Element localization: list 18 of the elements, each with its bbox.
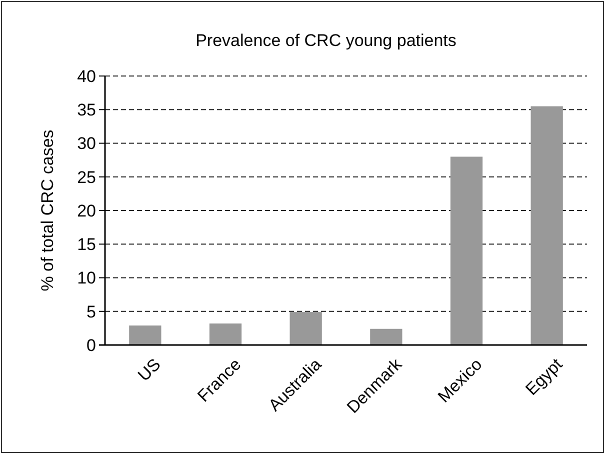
y-tick-label: 0 (86, 336, 96, 355)
y-tick-label: 35 (77, 100, 96, 120)
bar (530, 106, 563, 345)
x-tick-label: US (134, 354, 164, 385)
y-tick-label: 25 (77, 168, 96, 187)
bar (129, 325, 162, 345)
bar (209, 323, 242, 345)
y-tick-label: 40 (77, 66, 96, 86)
y-tick-label: 5 (86, 302, 96, 322)
y-tick-label: 15 (77, 235, 96, 254)
bar (370, 328, 402, 345)
bar (450, 156, 483, 345)
bar (290, 312, 322, 345)
y-tick-label: 10 (77, 268, 96, 288)
chart-title: Prevalence of CRC young patients (196, 31, 456, 50)
y-tick-label: 30 (77, 134, 96, 154)
y-tick-label: 20 (77, 201, 96, 220)
y-axis-title: % of total CRC cases (38, 130, 57, 292)
